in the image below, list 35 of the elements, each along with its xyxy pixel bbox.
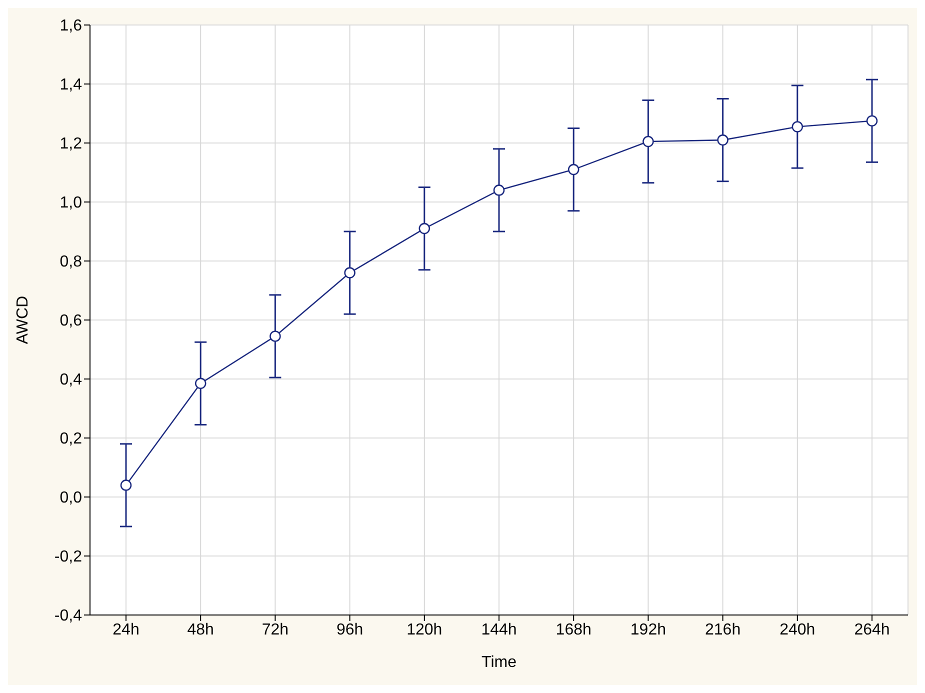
- point: [866, 115, 878, 127]
- x-tick-label: 72h: [262, 621, 289, 638]
- x-tick-label: 240h: [780, 621, 816, 638]
- y-tick-label: 0,2: [60, 430, 82, 448]
- y-tick-label: 1,2: [60, 136, 82, 153]
- x-tick-label: 192h: [630, 621, 666, 638]
- point: [568, 164, 580, 176]
- point: [194, 378, 206, 390]
- x-tick-label: 120h: [406, 621, 442, 638]
- x-tick-label: 144h: [481, 621, 517, 638]
- x-tick-label: 24h: [112, 621, 140, 638]
- x-tick-label: 216h: [705, 621, 741, 638]
- y-tick-label: 0,4: [60, 372, 82, 389]
- y-axis-title: AWCD: [14, 296, 32, 344]
- y-tick-label: 1,4: [60, 76, 82, 94]
- y-tick-label: 0,6: [60, 312, 82, 330]
- point: [493, 184, 505, 196]
- y-tick-label: 1,6: [60, 18, 82, 35]
- x-tick-label: 48h: [187, 621, 214, 638]
- x-tick-label: 96h: [336, 621, 364, 638]
- point: [418, 222, 430, 234]
- point: [270, 330, 281, 342]
- y-tick-label: -0,2: [54, 548, 82, 566]
- point: [642, 136, 654, 148]
- x-tick-label: 168h: [556, 621, 592, 638]
- y-tick-label: -0,4: [54, 608, 82, 625]
- point: [792, 121, 804, 132]
- y-tick-label: 0,0: [60, 490, 82, 507]
- point: [344, 267, 356, 278]
- point: [717, 134, 728, 146]
- y-tick-label: 1,0: [60, 194, 82, 212]
- x-tick-label: 264h: [854, 621, 890, 638]
- y-tick-label: 0,8: [60, 254, 82, 271]
- point: [120, 480, 132, 491]
- x-axis-title: Time: [482, 654, 517, 671]
